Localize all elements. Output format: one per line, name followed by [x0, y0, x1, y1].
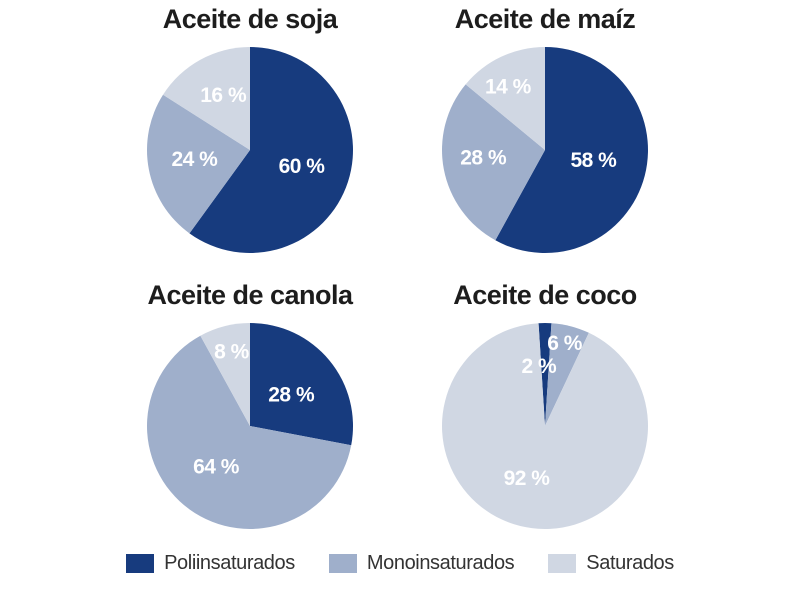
pie-slice-saturados — [442, 323, 649, 529]
pie-slice-monoinsaturados — [545, 323, 589, 426]
chart-cell-coco: Aceite de coco 2 % 6 % 92 % — [395, 278, 695, 536]
slice-label-monoinsaturados: 64 % — [193, 456, 240, 479]
slice-label-monoinsaturados: 28 % — [460, 147, 507, 170]
pie-slice-saturados — [163, 47, 250, 150]
legend-swatch-poliinsaturados — [126, 554, 155, 573]
legend: Poliinsaturados Monoinsaturados Saturado… — [0, 552, 800, 575]
chart-title-canola: Aceite de canola — [147, 280, 353, 310]
pie-slice-saturados — [200, 323, 250, 426]
pie-slice-poliinsaturados — [250, 323, 354, 446]
pie-slice-poliinsaturados — [538, 322, 552, 426]
slice-label-saturados: 92 % — [504, 467, 551, 490]
pie-chart-soja: 60 % 24 % 16 % — [146, 47, 354, 254]
pie-slice-monoinsaturados — [442, 84, 545, 241]
slice-label-monoinsaturados: 24 % — [171, 148, 218, 171]
pie-chart-maiz: 58 % 28 % 14 % — [442, 47, 648, 253]
legend-label-poliinsaturados: Poliinsaturados — [164, 552, 295, 574]
slice-label-poliinsaturados: 2 % — [521, 355, 557, 378]
chart-title-coco: Aceite de coco — [453, 280, 637, 310]
legend-item-poliinsaturados: Poliinsaturados — [126, 552, 295, 575]
pie-chart-coco: 2 %6 % 92 % — [442, 322, 649, 529]
slice-label-poliinsaturados: 58 % — [570, 149, 617, 172]
slice-label-poliinsaturados: 28 % — [268, 384, 315, 407]
slice-label-saturados: 8 % — [214, 340, 250, 363]
chart-cell-canola: Aceite de canola 28 % 64 % 8 % — [100, 278, 400, 536]
pie-slice-poliinsaturados — [189, 47, 354, 254]
slice-label-saturados: 14 % — [485, 76, 532, 99]
pie-slice-saturados — [465, 47, 545, 150]
legend-swatch-monoinsaturados — [328, 554, 357, 573]
legend-label-monoinsaturados: Monoinsaturados — [366, 552, 515, 574]
pie-slice-monoinsaturados — [146, 94, 250, 234]
chart-cell-soja: Aceite de soja 60 % 24 % 16 % — [100, 2, 400, 260]
legend-label-saturados: Saturados — [586, 552, 674, 574]
pie-slice-poliinsaturados — [495, 47, 648, 253]
slice-label-poliinsaturados: 60 % — [279, 155, 326, 178]
pie-chart-canola: 28 % 64 % 8 % — [147, 323, 354, 529]
slice-label-monoinsaturados: 6 % — [547, 332, 583, 355]
slice-label-saturados: 16 % — [200, 84, 247, 107]
chart-title-soja: Aceite de soja — [162, 4, 338, 34]
pie-slice-monoinsaturados — [147, 335, 352, 529]
legend-item-monoinsaturados: Monoinsaturados — [328, 552, 515, 575]
chart-title-maiz: Aceite de maíz — [454, 4, 636, 34]
legend-item-saturados: Saturados — [548, 552, 674, 575]
legend-swatch-saturados — [548, 554, 577, 573]
chart-cell-maiz: Aceite de maíz 58 % 28 % 14 % — [395, 2, 695, 260]
